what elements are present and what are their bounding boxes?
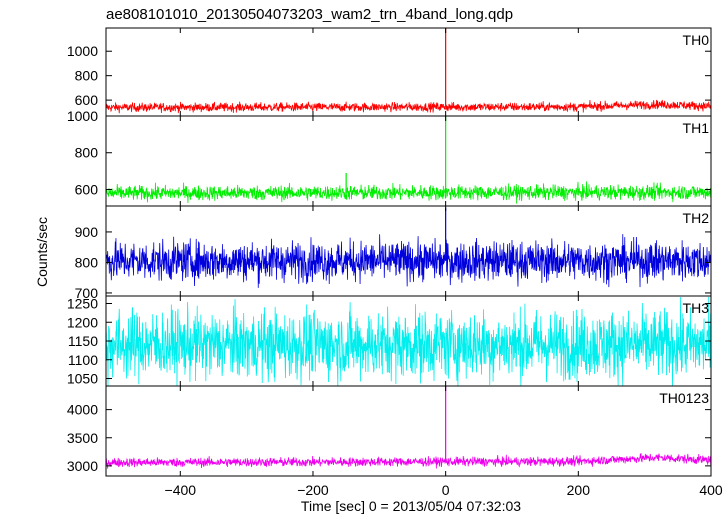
panel-frame [105,27,712,117]
series-line-th2 [106,234,711,288]
panel-th1: 600 800 1000 TH1 [67,108,712,207]
y-tick-label: 1100 [68,352,98,368]
chart-title: ae808101010_20130504073203_wam2_trn_4ban… [106,6,513,23]
y-tick-label: 1000 [67,43,98,59]
x-axis-ticks: −400 −200 0 200 400 [165,482,723,498]
x-tick-label: −400 [165,482,197,498]
series-line-th0123 [106,452,711,469]
series-line-th0 [106,99,711,114]
panel-th0: 600 800 1000 TH0 [67,27,712,117]
x-axis-title: Time [sec] 0 = 2013/05/04 07:32:03 [301,498,521,514]
y-tick-label: 3000 [67,458,98,474]
panel-th3: 1050 1100 1150 1200 1250 TH3 [67,295,712,387]
y-tick-label: 700 [75,285,99,301]
y-tick-label: 800 [75,145,99,161]
y-tick-label: 1150 [68,333,98,349]
y-tick-label: 1200 [67,314,98,330]
y-tick-label: 600 [75,181,99,197]
panel-th2: 700 800 900 TH2 [75,205,712,301]
y-tick-label: 800 [75,68,99,84]
y-tick-label: 1250 [67,296,98,312]
x-tick-label: −200 [297,482,329,498]
panel-label: TH1 [683,120,710,136]
y-tick-label: 900 [75,224,99,240]
panel-label: TH0 [683,32,710,48]
y-tick-label: 1050 [67,371,98,387]
y-tick-label: 1000 [67,108,98,124]
y-tick-label: 3500 [67,430,98,446]
x-tick-label: 200 [567,482,591,498]
panel-th0123: 3000 3500 4000 TH0123 [67,385,712,477]
x-tick-label: 400 [699,482,723,498]
x-tick-label: 0 [442,482,450,498]
panel-frame [105,385,712,477]
series-line-th3 [106,296,711,386]
panels: 600 800 1000 TH0 600 800 1000 TH1 700 800 900 TH2 10… [67,27,712,477]
panel-label: TH2 [683,210,710,226]
y-tick-label: 600 [75,92,99,108]
y-axis-title: Counts/sec [34,217,50,287]
y-tick-label: 800 [75,254,99,270]
y-tick-label: 4000 [67,402,98,418]
panel-label: TH0123 [659,390,709,406]
series-line-th1 [106,181,711,204]
panel-label: TH3 [683,300,710,316]
